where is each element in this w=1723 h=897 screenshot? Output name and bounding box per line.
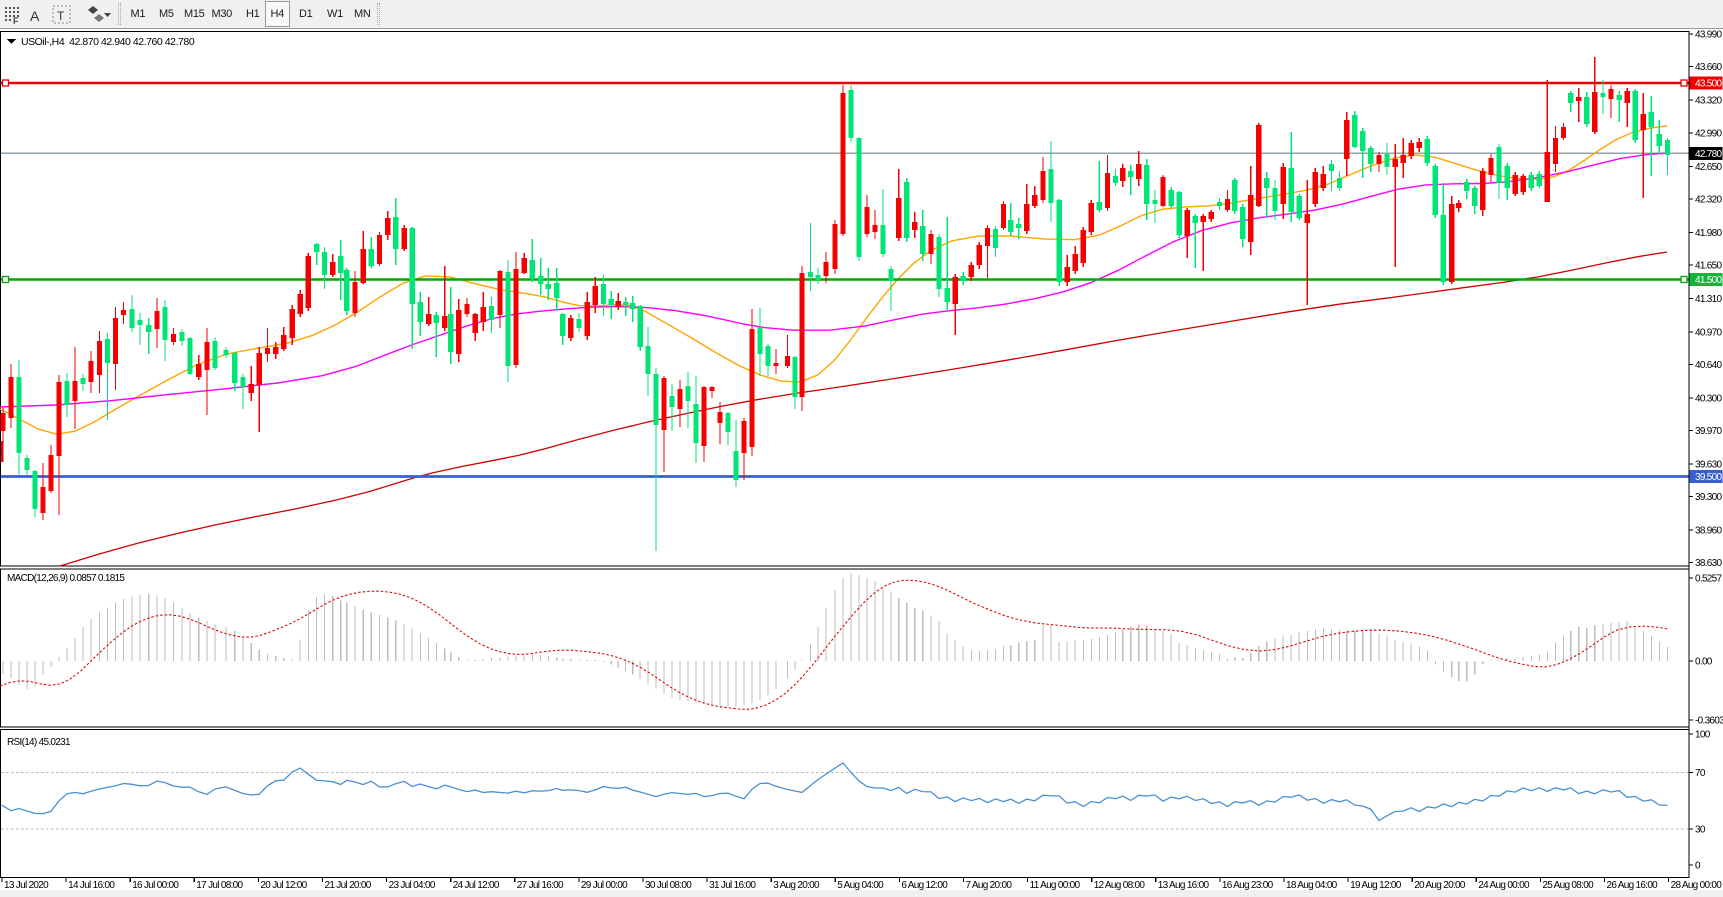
svg-text:6 Aug 12:00: 6 Aug 12:00 [901,880,948,891]
svg-text:43.990: 43.990 [1695,30,1723,41]
svg-text:17 Jul 08:00: 17 Jul 08:00 [196,880,243,891]
svg-text:39.630: 39.630 [1695,460,1723,471]
svg-text:43.500: 43.500 [1695,79,1723,90]
svg-text:13 Aug 16:00: 13 Aug 16:00 [1158,880,1210,891]
svg-text:27 Jul 16:00: 27 Jul 16:00 [517,880,564,891]
svg-text:38.630: 38.630 [1695,558,1723,569]
svg-text:16 Jul 00:00: 16 Jul 00:00 [132,880,179,891]
svg-text:40.640: 40.640 [1695,360,1723,371]
svg-text:RSI(14) 45.0231: RSI(14) 45.0231 [7,737,71,748]
svg-text:19 Aug 12:00: 19 Aug 12:00 [1350,880,1402,891]
svg-text:100: 100 [1695,730,1711,741]
svg-text:14 Jul 16:00: 14 Jul 16:00 [68,880,115,891]
svg-text:5 Aug 04:00: 5 Aug 04:00 [837,880,884,891]
svg-text:20 Jul 12:00: 20 Jul 12:00 [260,880,307,891]
svg-text:42.780: 42.780 [1695,149,1723,160]
svg-text:38.960: 38.960 [1695,526,1723,537]
svg-text:26 Aug 16:00: 26 Aug 16:00 [1607,880,1659,891]
svg-text:43.320: 43.320 [1695,96,1723,107]
svg-text:30: 30 [1695,825,1706,836]
svg-text:41.650: 41.650 [1695,260,1723,271]
svg-text:23 Jul 04:00: 23 Jul 04:00 [389,880,436,891]
svg-text:41.500: 41.500 [1695,275,1723,286]
svg-text:16 Aug 23:00: 16 Aug 23:00 [1222,880,1274,891]
svg-text:MACD(12,26,9) 0.0857 0.1815: MACD(12,26,9) 0.0857 0.1815 [7,573,125,584]
svg-text:41.310: 41.310 [1695,294,1723,305]
svg-text:13 Jul 2020: 13 Jul 2020 [4,880,49,891]
svg-text:18 Aug 04:00: 18 Aug 04:00 [1286,880,1338,891]
svg-text:7 Aug 20:00: 7 Aug 20:00 [966,880,1013,891]
svg-text:40.300: 40.300 [1695,394,1723,405]
svg-text:70: 70 [1695,768,1706,779]
svg-text:39.300: 39.300 [1695,492,1723,503]
svg-text:41.980: 41.980 [1695,228,1723,239]
svg-text:F: F [13,16,19,26]
svg-text:12 Aug 08:00: 12 Aug 08:00 [1094,880,1146,891]
svg-text:39.970: 39.970 [1695,426,1723,437]
svg-text:42.650: 42.650 [1695,162,1723,173]
svg-text:20 Aug 20:00: 20 Aug 20:00 [1414,880,1466,891]
svg-text:T: T [57,9,65,23]
svg-text:0.5257: 0.5257 [1695,574,1723,585]
svg-text:24 Jul 12:00: 24 Jul 12:00 [453,880,500,891]
svg-text:40.970: 40.970 [1695,328,1723,339]
svg-text:3 Aug 20:00: 3 Aug 20:00 [773,880,820,891]
svg-text:25 Aug 08:00: 25 Aug 08:00 [1542,880,1594,891]
svg-text:31 Jul 16:00: 31 Jul 16:00 [709,880,756,891]
svg-text:11 Aug 00:00: 11 Aug 00:00 [1030,880,1081,891]
svg-text:A: A [30,8,40,24]
svg-text:21 Jul 20:00: 21 Jul 20:00 [325,880,372,891]
svg-text:USOil-,H4 42.870 42.940 42.76: USOil-,H4 42.870 42.940 42.760 42.780 [21,36,195,48]
svg-text:0.00: 0.00 [1695,657,1713,668]
svg-text:29 Jul 00:00: 29 Jul 00:00 [581,880,628,891]
svg-text:-0.3603: -0.3603 [1695,716,1723,727]
svg-text:39.500: 39.500 [1695,472,1723,483]
svg-text:43.660: 43.660 [1695,62,1723,73]
svg-text:42.320: 42.320 [1695,194,1723,205]
svg-text:28 Aug 00:00: 28 Aug 00:00 [1671,880,1723,891]
svg-text:24 Aug 00:00: 24 Aug 00:00 [1478,880,1530,891]
svg-text:0: 0 [1695,861,1701,872]
svg-text:30 Jul 08:00: 30 Jul 08:00 [645,880,692,891]
svg-text:42.990: 42.990 [1695,128,1723,139]
